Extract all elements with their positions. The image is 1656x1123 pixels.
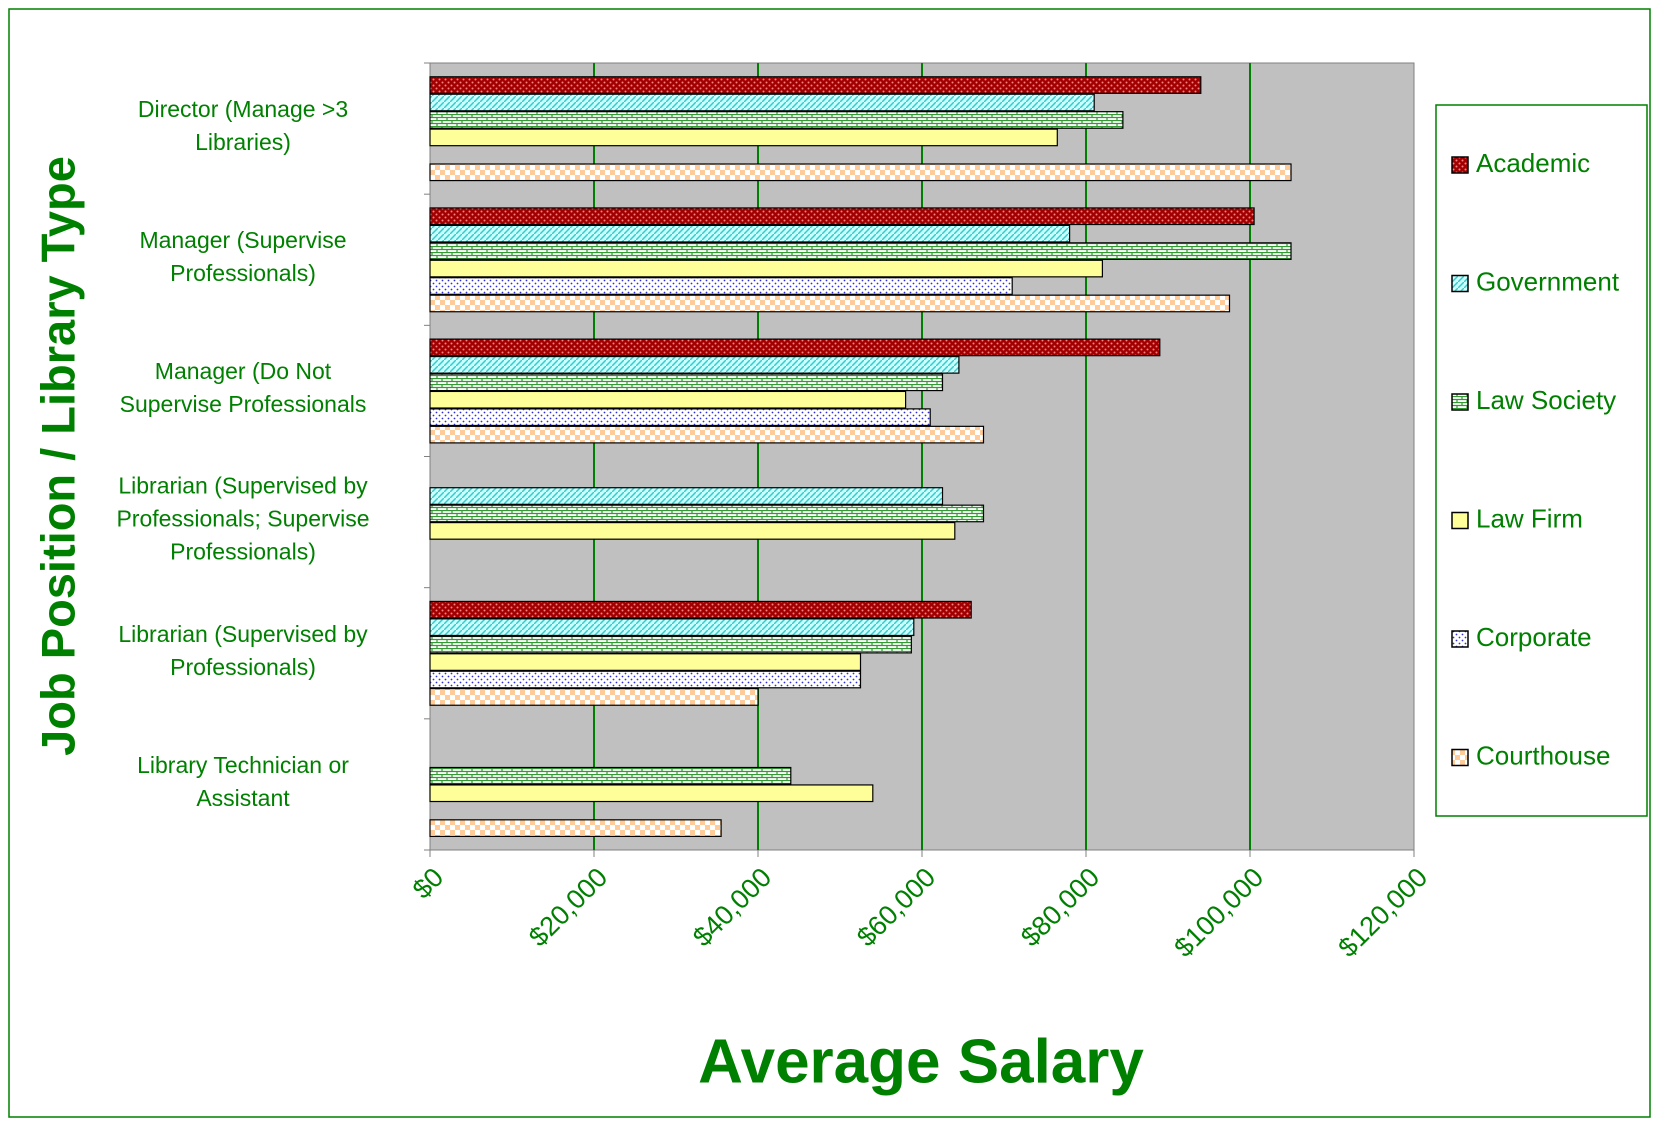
legend-label: Government (1476, 266, 1620, 296)
bar (429, 111, 1124, 129)
legend-box (1435, 104, 1648, 817)
bar (429, 618, 915, 637)
bar (429, 688, 759, 706)
bar (429, 766, 792, 785)
legend-label: Law Firm (1476, 503, 1583, 533)
bar (429, 670, 862, 689)
bar (429, 128, 1058, 147)
bar (429, 653, 862, 671)
bar (429, 242, 1292, 261)
bar (429, 355, 960, 374)
legend-label: Law Society (1476, 385, 1616, 415)
bar (429, 259, 1104, 278)
legend-swatch (1451, 274, 1469, 293)
bar (429, 600, 972, 619)
bar (429, 390, 907, 409)
bar (429, 224, 1071, 243)
y-tick-label: Librarian (Supervised by Professionals; … (116, 472, 370, 565)
bar (429, 784, 874, 803)
bar (429, 93, 1095, 112)
y-tick-label: Library Technician or Assistant (137, 751, 349, 811)
bar (429, 487, 944, 505)
bar (429, 207, 1255, 226)
bar (429, 277, 1013, 295)
x-tick-label: $0 (407, 862, 449, 904)
legend-label: Courthouse (1476, 740, 1610, 770)
x-tick-label: $60,000 (851, 862, 941, 952)
bar (429, 425, 985, 444)
x-tick-label: $40,000 (687, 862, 777, 952)
bar (429, 635, 912, 654)
legend-label: Corporate (1476, 622, 1592, 652)
y-tick-label: Director (Manage >3 Libraries) (137, 95, 349, 155)
legend-swatch (1451, 748, 1469, 767)
bar (429, 76, 1202, 94)
x-tick-label: $100,000 (1168, 862, 1269, 963)
legend-swatch (1451, 630, 1469, 648)
bar (429, 504, 985, 523)
y-axis-title: Job Position / Library Type (31, 156, 84, 756)
x-axis-title: Average Salary (698, 1027, 1144, 1096)
legend-swatch (1451, 511, 1469, 530)
y-tick-label: Librarian (Supervised by Professionals) (118, 620, 368, 680)
bar (429, 338, 1161, 357)
bar (429, 373, 944, 392)
legend-swatch (1451, 156, 1469, 174)
chart-border (8, 8, 1651, 1118)
x-tick-label: $20,000 (523, 862, 613, 952)
y-tick-label: Manager (Do Not Supervise Professionals (119, 358, 367, 418)
legend-label: Academic (1476, 148, 1590, 178)
legend-swatch (1451, 393, 1469, 411)
bar (429, 294, 1231, 313)
bar (429, 408, 931, 427)
bar (429, 522, 956, 540)
y-tick-label: Manager (Supervise Professionals) (139, 227, 347, 287)
x-tick-label: $80,000 (1015, 862, 1105, 952)
x-tick-label: $120,000 (1332, 862, 1433, 963)
bar (429, 819, 722, 838)
bar (429, 163, 1292, 182)
